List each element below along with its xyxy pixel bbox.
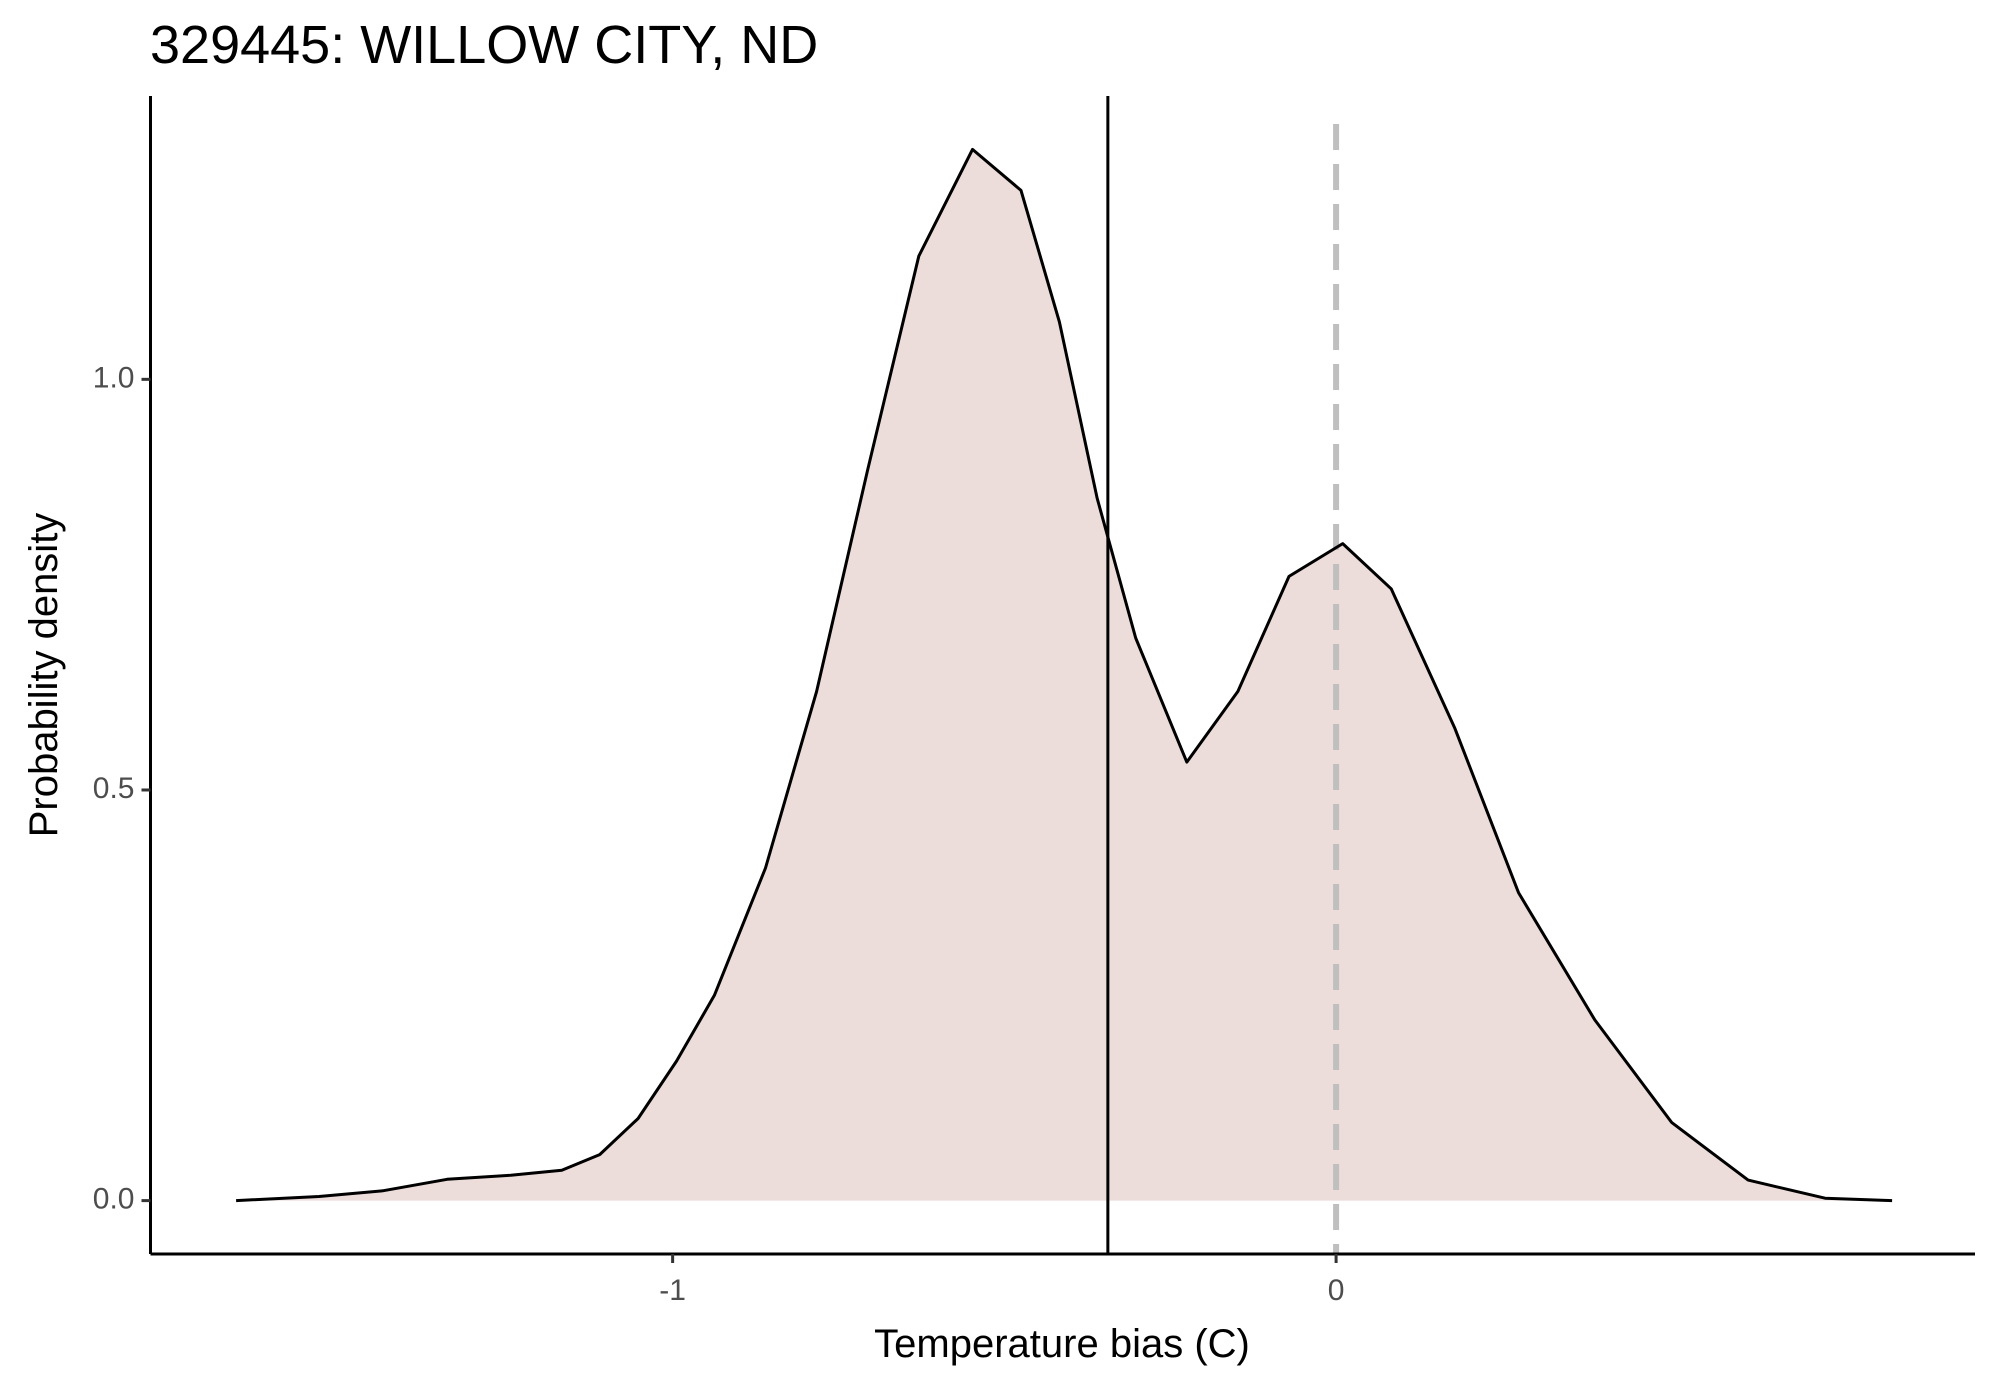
y-tick-label: 0.5 (93, 772, 135, 805)
x-tick-label: -1 (659, 1274, 686, 1307)
chart-title: 329445: WILLOW CITY, ND (150, 15, 818, 75)
x-tick-label: 0 (1328, 1274, 1345, 1307)
y-tick-label: 1.0 (93, 361, 135, 394)
y-axis-title: Probability density (22, 513, 66, 838)
y-tick-label: 0.0 (93, 1183, 135, 1216)
density-line (236, 147, 1893, 1203)
x-axis-title: Temperature bias (C) (874, 1322, 1250, 1366)
density-area (236, 149, 1893, 1201)
